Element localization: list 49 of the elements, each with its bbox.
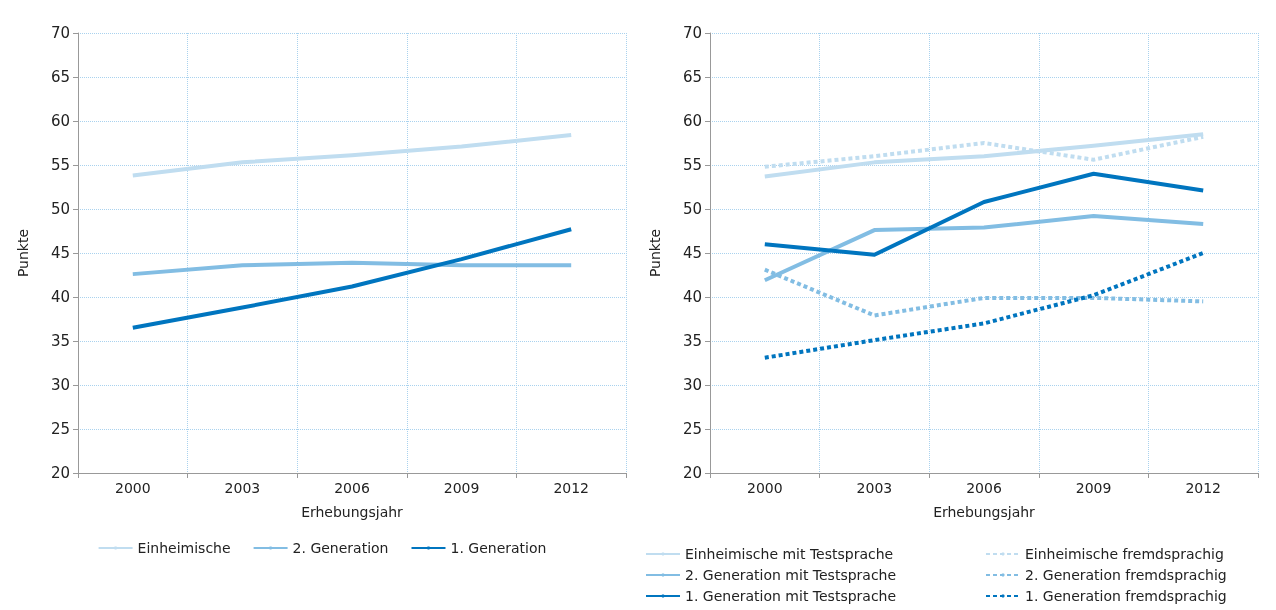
y-tick-label: 30 — [50, 376, 70, 394]
y-axis-title: Punkte — [647, 228, 663, 278]
y-tick-label: 50 — [682, 200, 702, 218]
y-tick-label: 25 — [682, 420, 702, 438]
y-axis-title: Punkte — [15, 228, 31, 278]
y-tick-label: 65 — [50, 68, 70, 86]
x-tick-label: 2000 — [114, 480, 151, 496]
x-tick-label: 2009 — [1075, 480, 1112, 496]
y-tick-label: 20 — [682, 464, 702, 482]
y-tick-label: 50 — [50, 200, 70, 218]
x-tick-label: 2003 — [224, 480, 261, 496]
x-tick-label: 2006 — [334, 480, 370, 496]
legend-label: 2. Generation mit Testsprache — [685, 567, 897, 583]
y-tick-label: 45 — [682, 244, 702, 262]
x-axis-title: Erhebungsjahr — [301, 504, 404, 520]
legend-label: Einheimische — [137, 540, 231, 556]
legend-label: 2. Generation fremdsprachig — [1025, 567, 1227, 583]
x-axis-title: Erhebungsjahr — [933, 504, 1036, 520]
x-tick-label: 2000 — [746, 480, 783, 496]
legend-label: Einheimische mit Testsprache — [685, 546, 894, 562]
legend-label: 1. Generation fremdsprachig — [1025, 588, 1227, 604]
y-tick-label: 70 — [682, 24, 702, 42]
y-tick-label: 40 — [682, 288, 702, 306]
x-tick-label: 2006 — [966, 480, 1002, 496]
y-tick-label: 20 — [50, 464, 70, 482]
y-tick-label: 35 — [50, 332, 70, 350]
legend-label: 1. Generation — [450, 540, 547, 556]
y-tick-label: 55 — [682, 156, 702, 174]
line-series — [762, 251, 1206, 360]
y-tick-label: 65 — [682, 68, 702, 86]
line-series — [130, 227, 574, 330]
y-tick-label: 70 — [50, 24, 70, 42]
x-tick-label: 2003 — [856, 480, 893, 496]
y-tick-label: 35 — [682, 332, 702, 350]
x-tick-label: 2012 — [1185, 480, 1222, 496]
y-tick-label: 30 — [682, 376, 702, 394]
legend-label: Einheimische fremdsprachig — [1025, 546, 1224, 562]
y-tick-label: 25 — [50, 420, 70, 438]
line-series — [130, 133, 574, 178]
y-tick-label: 60 — [50, 112, 70, 130]
y-tick-label: 45 — [50, 244, 70, 262]
x-tick-label: 2009 — [443, 480, 480, 496]
legend-label: 2. Generation — [292, 540, 389, 556]
y-tick-label: 40 — [50, 288, 70, 306]
line-series — [762, 171, 1206, 257]
y-tick-label: 55 — [50, 156, 70, 174]
y-tick-label: 60 — [682, 112, 702, 130]
x-tick-label: 2012 — [553, 480, 590, 496]
legend-label: 1. Generation mit Testsprache — [685, 588, 897, 604]
